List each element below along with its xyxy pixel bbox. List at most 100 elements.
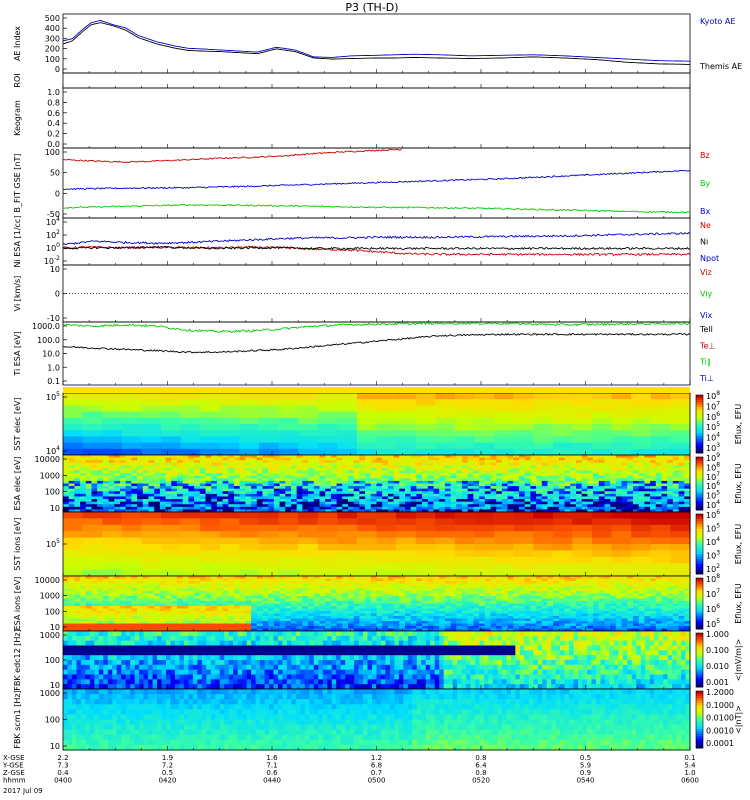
heatmap-cell [239, 606, 246, 610]
heatmap-cell [382, 583, 389, 587]
heatmap-cell [325, 475, 332, 479]
heatmap-cell [68, 486, 75, 490]
heatmap-cell [137, 578, 144, 582]
heatmap-cell [171, 626, 178, 630]
heatmap-cell [627, 501, 634, 505]
heatmap-cell [376, 626, 383, 630]
heatmap-cell [102, 611, 110, 615]
heatmap-cell [159, 603, 167, 607]
heatmap-cell [348, 486, 355, 490]
colorbar-swatch [696, 399, 703, 403]
heatmap-cell [376, 537, 397, 545]
heatmap-cell [387, 588, 395, 592]
heatmap-cell [131, 455, 138, 459]
heatmap-cell [536, 483, 543, 487]
heatmap-cell [627, 480, 634, 485]
heatmap-cell [228, 598, 235, 602]
heatmap-cell [462, 499, 469, 503]
heatmap-cell [564, 488, 571, 492]
heatmap-cell [348, 499, 355, 503]
heatmap-cell [205, 601, 212, 605]
heatmap-cell [410, 504, 417, 508]
heatmap-cell [598, 504, 606, 508]
heatmap-cell [422, 588, 429, 592]
heatmap-cell [558, 504, 566, 508]
heatmap-cell [114, 455, 121, 459]
heatmap-cell [268, 586, 275, 590]
heatmap-cell [102, 524, 123, 532]
heatmap-cell [399, 581, 406, 585]
heatmap-cell [141, 518, 162, 526]
colorbar-tick-label: 103 [706, 550, 720, 561]
heatmap-cell [615, 460, 623, 464]
heatmap-cell [177, 613, 184, 617]
heatmap-cell [536, 499, 543, 503]
heatmap-cell [137, 588, 144, 592]
heatmap-cell [416, 501, 423, 505]
heatmap-cell [296, 608, 303, 612]
heatmap-cell [273, 470, 281, 474]
heatmap-cell [422, 616, 429, 620]
heatmap-cell [570, 496, 577, 500]
heatmap-cell [97, 598, 104, 602]
heatmap-cell [325, 480, 332, 485]
heatmap-cell [667, 475, 674, 479]
heatmap-cell [222, 611, 229, 615]
heatmap-cell [279, 598, 286, 602]
heatmap-cell [450, 504, 457, 508]
heatmap-cell [365, 488, 372, 492]
heatmap-cell [159, 591, 167, 595]
heatmap-cell [433, 460, 440, 464]
heatmap-cell [541, 509, 549, 513]
heatmap-cell [422, 591, 429, 595]
heatmap-cell [234, 611, 241, 615]
heatmap-cell [142, 591, 150, 595]
heatmap-cell [216, 491, 224, 495]
heatmap-cell [222, 598, 229, 602]
heatmap-cell [108, 591, 115, 595]
heatmap-cell [553, 488, 560, 492]
heatmap-cell [633, 478, 640, 482]
heatmap-cell [141, 417, 162, 425]
heatmap-cell [387, 493, 395, 498]
heatmap-cell [222, 601, 229, 605]
heatmap-cell [576, 488, 583, 492]
heatmap-cell [444, 496, 452, 500]
heatmap-cell [68, 460, 75, 464]
heatmap-cell [234, 596, 241, 600]
heatmap-cell [302, 613, 309, 617]
heatmap-cell [427, 501, 435, 505]
heatmap-cell [422, 628, 429, 632]
heatmap-cell [68, 583, 75, 587]
heatmap-cell [245, 473, 252, 477]
heatmap-cell [553, 506, 560, 511]
heatmap-cell [63, 550, 84, 558]
heatmap-cell [159, 598, 167, 602]
heatmap-cell [490, 496, 497, 500]
heatmap-cell [273, 509, 281, 513]
heatmap-cell [102, 393, 123, 400]
heatmap-cell [199, 591, 207, 595]
heatmap-cell [319, 465, 326, 469]
heatmap-cell [273, 613, 281, 617]
heatmap-cell [245, 509, 252, 513]
heatmap-cell [650, 442, 671, 450]
heatmap-cell [194, 626, 201, 630]
colorbar-swatch [696, 564, 703, 567]
heatmap-cell [302, 596, 309, 600]
heatmap-cell [285, 626, 292, 630]
heatmap-cell [85, 480, 93, 485]
heatmap-cell [251, 591, 258, 595]
colorbar-swatch [696, 433, 703, 437]
heatmap-cell [68, 465, 75, 469]
heatmap-cell [285, 475, 292, 479]
heatmap-cell [137, 480, 144, 485]
heatmap-cell [120, 462, 127, 466]
heatmap-cell [273, 611, 281, 615]
heatmap-cell [177, 504, 184, 508]
heatmap-cell [670, 442, 691, 450]
heatmap-cell [558, 467, 566, 472]
heatmap-cell [262, 460, 269, 464]
heatmap-cell [296, 470, 303, 474]
heatmap-cell [108, 626, 115, 630]
